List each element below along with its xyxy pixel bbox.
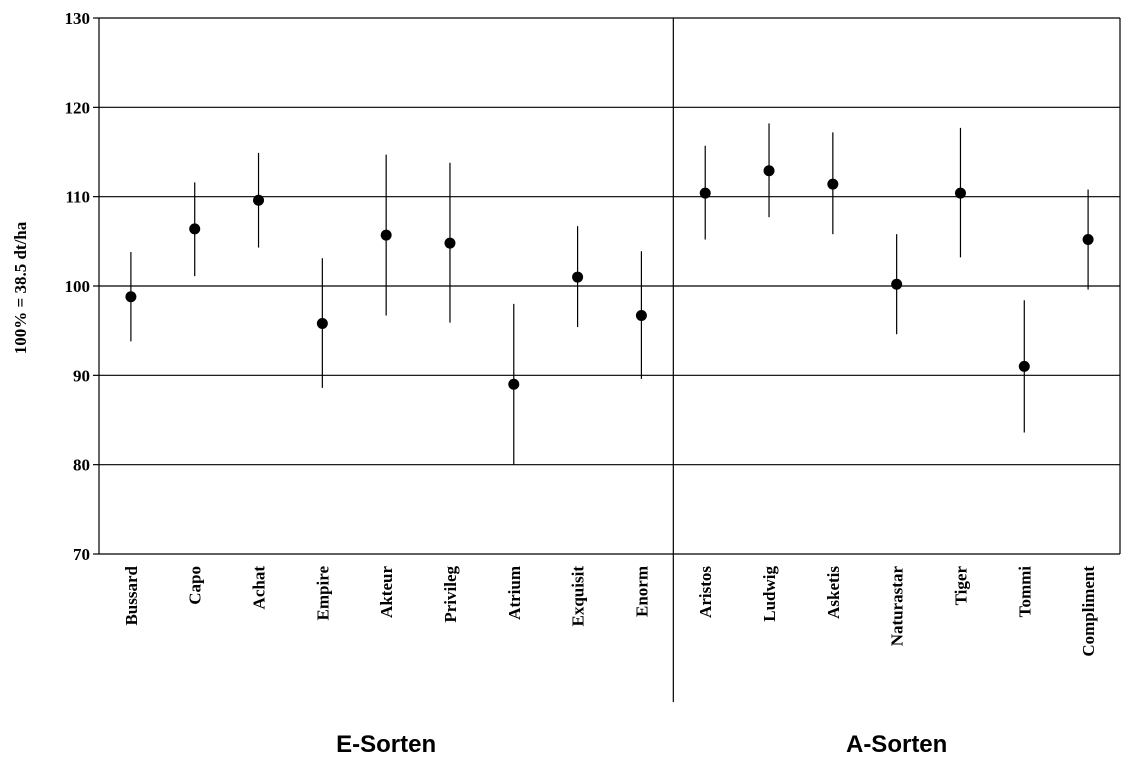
point-aristos xyxy=(699,187,711,199)
point-privileg xyxy=(444,237,456,249)
category-label: Empire xyxy=(313,566,332,621)
data-marks xyxy=(125,123,1094,465)
point-tommi xyxy=(1018,360,1030,372)
point-akteur xyxy=(380,229,392,241)
y-tick-label: 80 xyxy=(73,456,90,475)
category-label: Aristos xyxy=(696,566,715,618)
category-label: Ludwig xyxy=(760,566,779,622)
point-ludwig xyxy=(763,165,775,177)
category-label: Privileg xyxy=(441,566,460,623)
category-label: Asketis xyxy=(824,566,843,619)
category-label: Naturastar xyxy=(888,566,907,647)
category-labels: Bussard Capo Achat Empire Akteur Privileg Atri… xyxy=(122,565,1098,656)
category-label: Atrium xyxy=(505,566,524,620)
gridlines xyxy=(93,17,1120,555)
group-label: E-Sorten xyxy=(336,731,436,758)
y-axis-label: 100% = 38.5 dt/ha xyxy=(11,221,30,354)
category-label: Tiger xyxy=(951,566,970,606)
point-tiger xyxy=(954,187,966,199)
point-achat xyxy=(253,194,265,206)
category-label: Capo xyxy=(186,566,205,605)
category-label: Tommi xyxy=(1015,566,1034,618)
point-enorm xyxy=(635,309,647,321)
point-exquisit xyxy=(572,271,584,283)
point-bussard xyxy=(125,291,137,303)
y-tick-label: 120 xyxy=(65,98,91,117)
category-label: Enorm xyxy=(632,566,651,617)
point-compliment xyxy=(1082,234,1094,246)
category-label: Bussard xyxy=(122,565,141,625)
point-asketis xyxy=(827,178,839,190)
plot-frame xyxy=(98,18,1121,702)
y-tick-label: 70 xyxy=(73,545,90,564)
y-tick-label: 90 xyxy=(73,366,90,385)
point-naturastar xyxy=(891,278,903,290)
point-atrium xyxy=(508,378,520,390)
group-labels: E-Sorten A-Sorten xyxy=(336,731,947,758)
category-label: Akteur xyxy=(377,566,396,618)
point-empire xyxy=(316,318,328,330)
y-tick-label: 110 xyxy=(65,188,90,207)
y-tick-labels: 70 80 90 100 110 120 130 xyxy=(65,9,91,564)
group-label: A-Sorten xyxy=(846,731,947,758)
category-label: Achat xyxy=(250,566,269,610)
y-tick-label: 130 xyxy=(65,9,91,28)
y-tick-label: 100 xyxy=(65,277,91,296)
category-label: Exquisit xyxy=(569,566,588,627)
point-capo xyxy=(189,223,201,235)
category-label: Compliment xyxy=(1079,566,1098,657)
